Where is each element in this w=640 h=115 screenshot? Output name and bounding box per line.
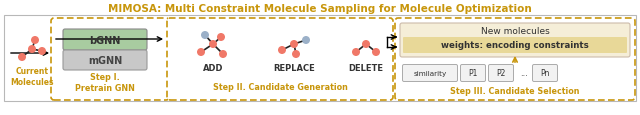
FancyBboxPatch shape [63,51,147,70]
Text: ...: ... [520,69,528,78]
Text: Step III. Candidate Selection: Step III. Candidate Selection [451,87,580,96]
Text: ADD: ADD [203,63,223,72]
Text: Pn: Pn [540,69,550,78]
Circle shape [372,49,380,56]
Circle shape [362,41,370,49]
Text: mGNN: mGNN [88,56,122,65]
FancyBboxPatch shape [403,38,627,54]
Circle shape [352,49,360,56]
Circle shape [18,54,26,61]
Text: P2: P2 [496,69,506,78]
FancyBboxPatch shape [488,65,513,82]
Circle shape [197,49,205,56]
Text: P1: P1 [468,69,477,78]
Circle shape [201,32,209,40]
Circle shape [290,41,298,49]
FancyBboxPatch shape [400,24,630,58]
FancyBboxPatch shape [395,19,635,100]
Text: REPLACE: REPLACE [273,63,315,72]
Text: Current
Molecules: Current Molecules [10,66,54,86]
FancyBboxPatch shape [51,19,169,100]
Text: weights: encoding constraints: weights: encoding constraints [441,41,589,50]
FancyBboxPatch shape [532,65,557,82]
Circle shape [28,46,36,54]
Circle shape [209,41,217,49]
FancyBboxPatch shape [167,19,393,100]
Text: Step I.
Pretrain GNN: Step I. Pretrain GNN [75,72,135,92]
FancyBboxPatch shape [403,65,458,82]
Text: New molecules: New molecules [481,26,549,35]
Circle shape [292,51,300,59]
Text: bGNN: bGNN [90,35,121,45]
Text: Step II. Candidate Generation: Step II. Candidate Generation [212,83,348,92]
Circle shape [38,48,46,56]
FancyBboxPatch shape [461,65,486,82]
FancyBboxPatch shape [63,30,147,51]
Circle shape [278,47,286,55]
Circle shape [219,51,227,59]
Circle shape [302,37,310,45]
Text: MIMOSA: Multi Constraint Molecule Sampling for Molecule Optimization: MIMOSA: Multi Constraint Molecule Sampli… [108,4,532,14]
Circle shape [31,37,39,45]
Text: similarity: similarity [413,70,447,76]
Circle shape [217,34,225,42]
Text: DELETE: DELETE [349,63,383,72]
